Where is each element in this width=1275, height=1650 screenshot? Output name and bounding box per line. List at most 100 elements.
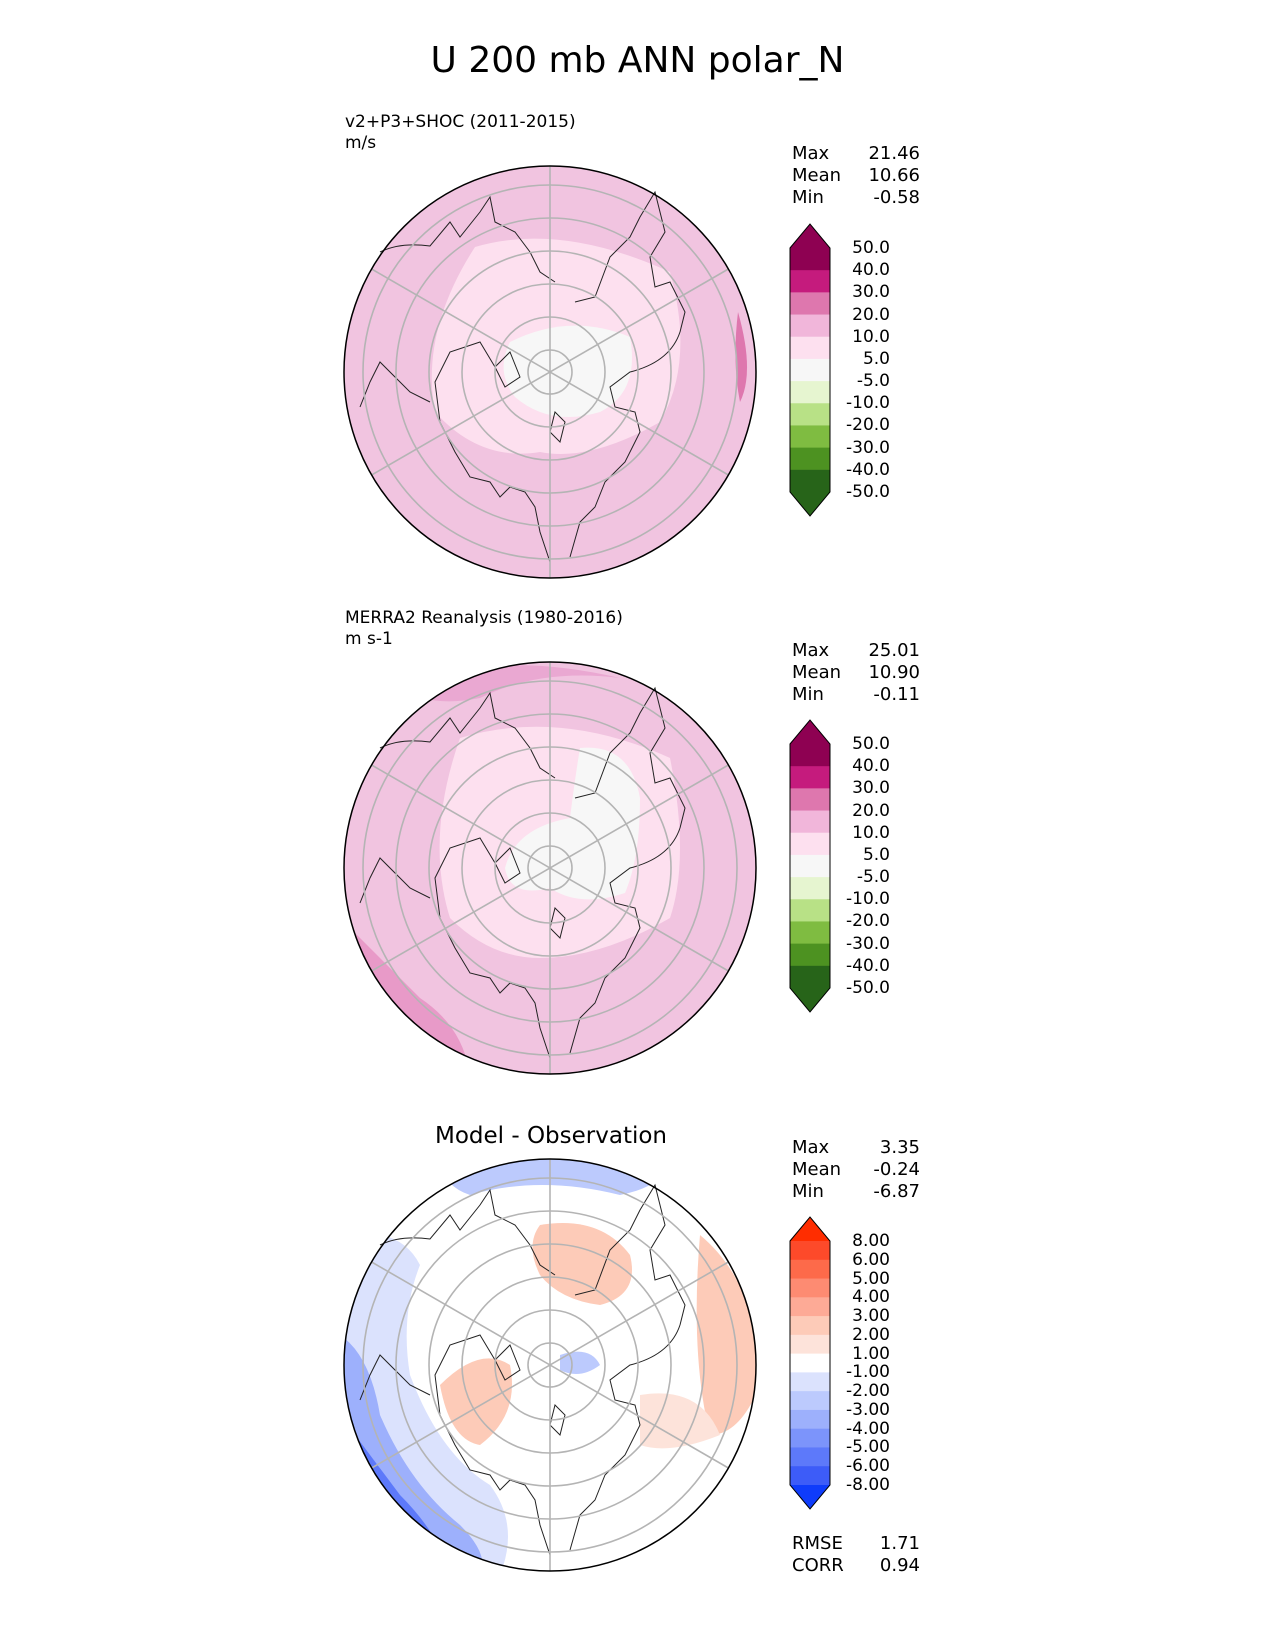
metric-corr: CORR 0.94 — [792, 1555, 920, 1576]
colorbar-tick-label: 40.0 — [852, 260, 890, 281]
colorbar-segment — [790, 1278, 830, 1298]
colorbar-segment — [790, 336, 830, 360]
map-boundary — [343, 661, 757, 1075]
colorbar-segment — [790, 766, 830, 789]
colorbar-diff — [789, 1216, 831, 1510]
colorbar-extend-bottom — [790, 492, 830, 516]
colorbar-tick-label: -1.00 — [846, 1362, 890, 1383]
colorbar-tick-label: 8.00 — [852, 1231, 890, 1251]
colorbar-segment — [790, 292, 830, 316]
colorbar-segment — [790, 248, 830, 271]
colorbar-tick-label: 10.0 — [852, 822, 890, 843]
colorbar-tick-label: 10.0 — [852, 326, 890, 347]
colorbar-tick-label: 1.00 — [852, 1343, 890, 1364]
colorbar-tick-label: 5.0 — [862, 844, 890, 865]
colorbar-tick-label: -30.0 — [846, 933, 890, 954]
colorbar-test — [789, 223, 831, 517]
colorbar-tick-label: -2.00 — [846, 1381, 890, 1402]
colorbar-outline — [789, 719, 831, 1013]
colorbar-tick-label: -40.0 — [846, 955, 890, 976]
colorbar-segment — [790, 314, 830, 338]
polar-map-test — [343, 165, 757, 579]
colorbar-segment — [790, 1297, 830, 1317]
graticule — [362, 1159, 738, 1571]
colorbar-tick-label: -50.0 — [846, 978, 890, 998]
field-region-pos-west — [440, 1358, 512, 1445]
stat-max: Max 25.01 — [792, 640, 920, 661]
colorbar-segment — [790, 1259, 830, 1280]
colorbar-tick-label: -10.0 — [846, 393, 890, 414]
colorbar-segment — [790, 469, 830, 493]
colorbar-segment — [790, 1428, 830, 1448]
colorbar-tick-label: -6.00 — [846, 1456, 890, 1477]
colorbar-tick-label: 50.0 — [852, 238, 890, 258]
colorbar-outline — [789, 223, 831, 517]
colorbar-segment — [790, 358, 830, 382]
colorbar-segment — [790, 899, 830, 922]
colorbar-tick-label: 20.0 — [852, 800, 890, 821]
colorbar-segment — [790, 270, 830, 293]
colorbar-tick-label: 50.0 — [852, 734, 890, 754]
colorbar-segment — [790, 921, 830, 945]
colorbar-tick-label: 30.0 — [852, 778, 890, 799]
figure-title: U 200 mb ANN polar_N — [430, 40, 845, 81]
graticule — [362, 662, 738, 1074]
panel-diff-stats: Max 3.35 Mean -0.24 Min -6.87 — [792, 1137, 920, 1203]
colorbar-tick-label: -20.0 — [846, 415, 890, 436]
colorbar-segment — [790, 1334, 830, 1355]
panel-test-label: v2+P3+SHOC (2011-2015) m/s — [345, 112, 576, 153]
map-boundary — [343, 165, 757, 579]
metric-rmse: RMSE 1.71 — [792, 1533, 920, 1554]
colorbar-tick-label: 6.00 — [852, 1249, 890, 1270]
colorbar-segment — [790, 425, 830, 449]
colorbar-segment — [790, 1316, 830, 1336]
colorbar-tick-label: -20.0 — [846, 911, 890, 932]
colorbar-segment — [790, 1353, 830, 1373]
colorbar-extend-top — [790, 224, 830, 248]
field-region-pos-east — [696, 1235, 756, 1435]
colorbar-tick-label: -30.0 — [846, 437, 890, 458]
coastlines — [359, 1183, 686, 1556]
colorbar-tick-label: -5.0 — [856, 371, 890, 392]
colorbar-tick-label: -5.0 — [856, 867, 890, 888]
colorbar-tick-label: 5.00 — [852, 1268, 890, 1289]
colorbar-segment — [790, 854, 830, 878]
colorbar-ref — [789, 719, 831, 1013]
stat-min: Min -0.58 — [792, 187, 920, 208]
colorbar-tick-label: -3.00 — [846, 1399, 890, 1420]
colorbar-segment — [790, 1447, 830, 1467]
colorbar-segment — [790, 1391, 830, 1411]
colorbar-extend-top — [790, 720, 830, 744]
graticule — [362, 166, 738, 578]
colorbar-segment — [790, 943, 830, 967]
colorbar-tick-label: 2.00 — [852, 1324, 890, 1345]
colorbar-extend-bottom — [790, 988, 830, 1012]
colorbar-tick-label: -8.00 — [846, 1475, 890, 1495]
colorbar-tick-label: -10.0 — [846, 889, 890, 910]
metrics: RMSE 1.71 CORR 0.94 — [792, 1533, 920, 1577]
colorbar-extend-top — [790, 1217, 830, 1241]
colorbar-tick-label: 3.00 — [852, 1306, 890, 1327]
field-region-strong — [735, 312, 748, 402]
field-region-pos-1 — [640, 1393, 720, 1449]
colorbar-segment — [790, 810, 830, 834]
stat-mean: Mean 10.90 — [792, 662, 920, 683]
stat-mean: Mean -0.24 — [792, 1159, 920, 1180]
colorbar-tick-label: 40.0 — [852, 756, 890, 777]
stat-max: Max 3.35 — [792, 1137, 920, 1158]
panel-diff-title: Model - Observation — [434, 1123, 668, 1149]
colorbar-segment — [790, 744, 830, 767]
colorbar-segment — [790, 1372, 830, 1392]
stat-min: Min -0.11 — [792, 684, 920, 705]
stat-max: Max 21.46 — [792, 143, 920, 164]
colorbar-extend-bottom — [790, 1485, 830, 1509]
colorbar-segment — [790, 788, 830, 812]
colorbar-tick-label: 30.0 — [852, 282, 890, 303]
colorbar-segment — [790, 403, 830, 426]
colorbar-tick-label: -4.00 — [846, 1418, 890, 1439]
map-boundary — [343, 1158, 757, 1572]
colorbar-segment — [790, 1466, 830, 1486]
colorbar-tick-label: -5.00 — [846, 1437, 890, 1458]
stat-min: Min -6.87 — [792, 1181, 920, 1202]
colorbar-segment — [790, 965, 830, 989]
